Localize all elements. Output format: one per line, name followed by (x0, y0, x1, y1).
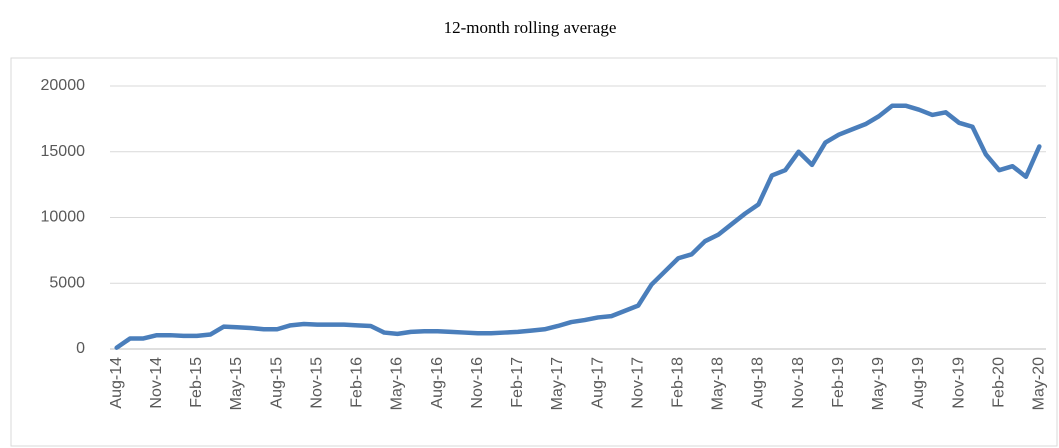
x-tick-label: May-20 (1031, 357, 1048, 410)
y-tick-label: 0 (76, 340, 85, 357)
x-tick-label: Nov-19 (950, 357, 967, 409)
x-tick-label: Feb-16 (349, 357, 366, 408)
x-tick-label: Nov-15 (308, 357, 325, 409)
chart-title: 12-month rolling average (444, 18, 617, 37)
x-tick-label: Aug-15 (268, 357, 285, 409)
x-tick-label: Nov-14 (148, 357, 165, 409)
x-tick-label: Nov-16 (469, 357, 486, 409)
x-tick-label: Aug-18 (750, 357, 767, 409)
y-tick-label: 5000 (49, 274, 85, 291)
x-tick-label: Feb-18 (670, 357, 687, 408)
x-tick-label: May-17 (549, 357, 566, 410)
y-tick-label: 15000 (41, 143, 86, 160)
y-tick-label: 20000 (41, 77, 86, 94)
x-tick-label: May-16 (389, 357, 406, 410)
y-tick-label: 10000 (41, 209, 86, 226)
x-tick-label: Aug-14 (108, 357, 125, 409)
x-tick-label: May-18 (710, 357, 727, 410)
x-tick-label: May-19 (870, 357, 887, 410)
data-line (114, 103, 1042, 350)
x-tick-label: Feb-17 (509, 357, 526, 408)
chart-frame (10, 57, 1058, 447)
x-tick-label: Aug-19 (910, 357, 927, 409)
x-tick-label: Feb-20 (990, 357, 1007, 408)
x-tick-label: Aug-17 (589, 357, 606, 409)
x-tick-label: Feb-15 (188, 357, 205, 408)
x-tick-label: Aug-16 (429, 357, 446, 409)
x-tick-label: Nov-17 (629, 357, 646, 409)
x-tick-label: May-15 (228, 357, 245, 410)
x-tick-label: Feb-19 (830, 357, 847, 408)
x-tick-label: Nov-18 (790, 357, 807, 409)
